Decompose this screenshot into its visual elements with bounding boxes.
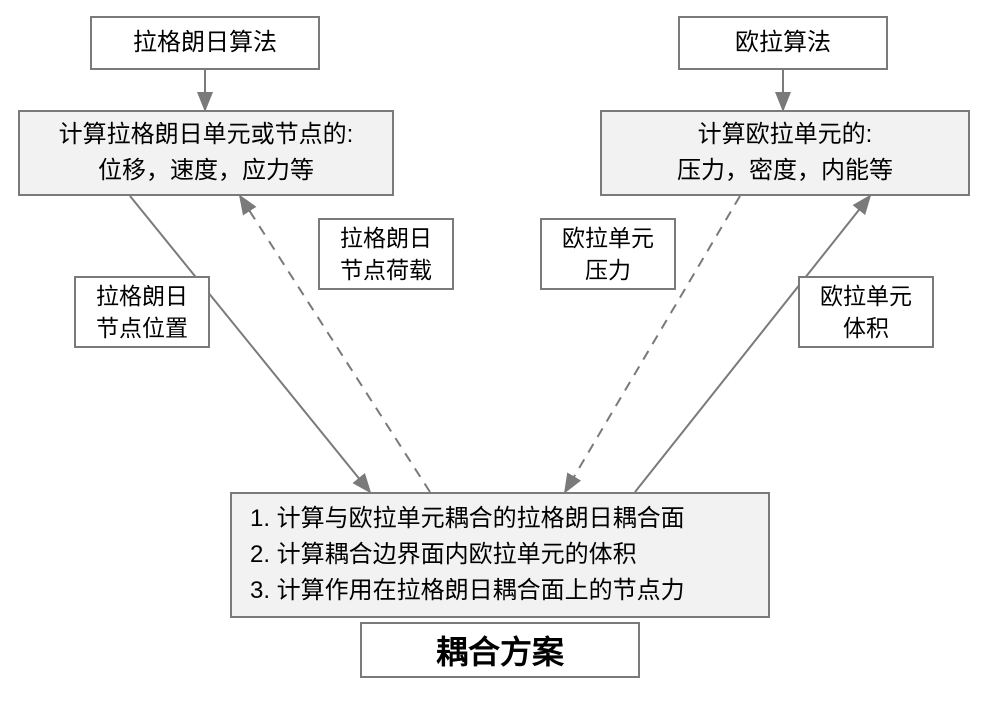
label-line2: 节点位置	[96, 312, 188, 344]
node-line2: 2. 计算耦合边界面内欧拉单元的体积	[250, 537, 637, 573]
node-label: 拉格朗日算法	[133, 25, 277, 61]
edge-label-lagrange-position: 拉格朗日 节点位置	[74, 276, 210, 348]
label-line1: 欧拉单元	[820, 280, 912, 312]
node-euler-calc: 计算欧拉单元的: 压力，密度，内能等	[600, 110, 970, 196]
label-line2: 压力	[562, 254, 654, 286]
label-line2: 节点荷载	[340, 254, 432, 286]
node-label: 欧拉算法	[735, 25, 831, 61]
node-line3: 3. 计算作用在拉格朗日耦合面上的节点力	[250, 573, 685, 609]
node-coupling-title: 耦合方案	[360, 622, 640, 678]
node-line1: 1. 计算与欧拉单元耦合的拉格朗日耦合面	[250, 501, 685, 537]
node-line1: 计算欧拉单元的:	[698, 117, 873, 153]
edge-label-euler-volume: 欧拉单元 体积	[798, 276, 934, 348]
edge-label-lagrange-load: 拉格朗日 节点荷载	[318, 218, 454, 290]
edge-label-euler-pressure: 欧拉单元 压力	[540, 218, 676, 290]
label-line1: 拉格朗日	[340, 222, 432, 254]
node-line1: 计算拉格朗日单元或节点的:	[59, 117, 354, 153]
label-line1: 拉格朗日	[96, 280, 188, 312]
node-coupling-steps: 1. 计算与欧拉单元耦合的拉格朗日耦合面 2. 计算耦合边界面内欧拉单元的体积 …	[230, 492, 770, 618]
node-line2: 压力，密度，内能等	[677, 153, 893, 189]
label-line2: 体积	[820, 312, 912, 344]
node-lagrange-calc: 计算拉格朗日单元或节点的: 位移，速度，应力等	[18, 110, 394, 196]
node-label: 耦合方案	[436, 627, 564, 673]
node-euler-algorithm: 欧拉算法	[678, 16, 888, 70]
node-line2: 位移，速度，应力等	[98, 153, 314, 189]
label-line1: 欧拉单元	[562, 222, 654, 254]
node-lagrange-algorithm: 拉格朗日算法	[90, 16, 320, 70]
